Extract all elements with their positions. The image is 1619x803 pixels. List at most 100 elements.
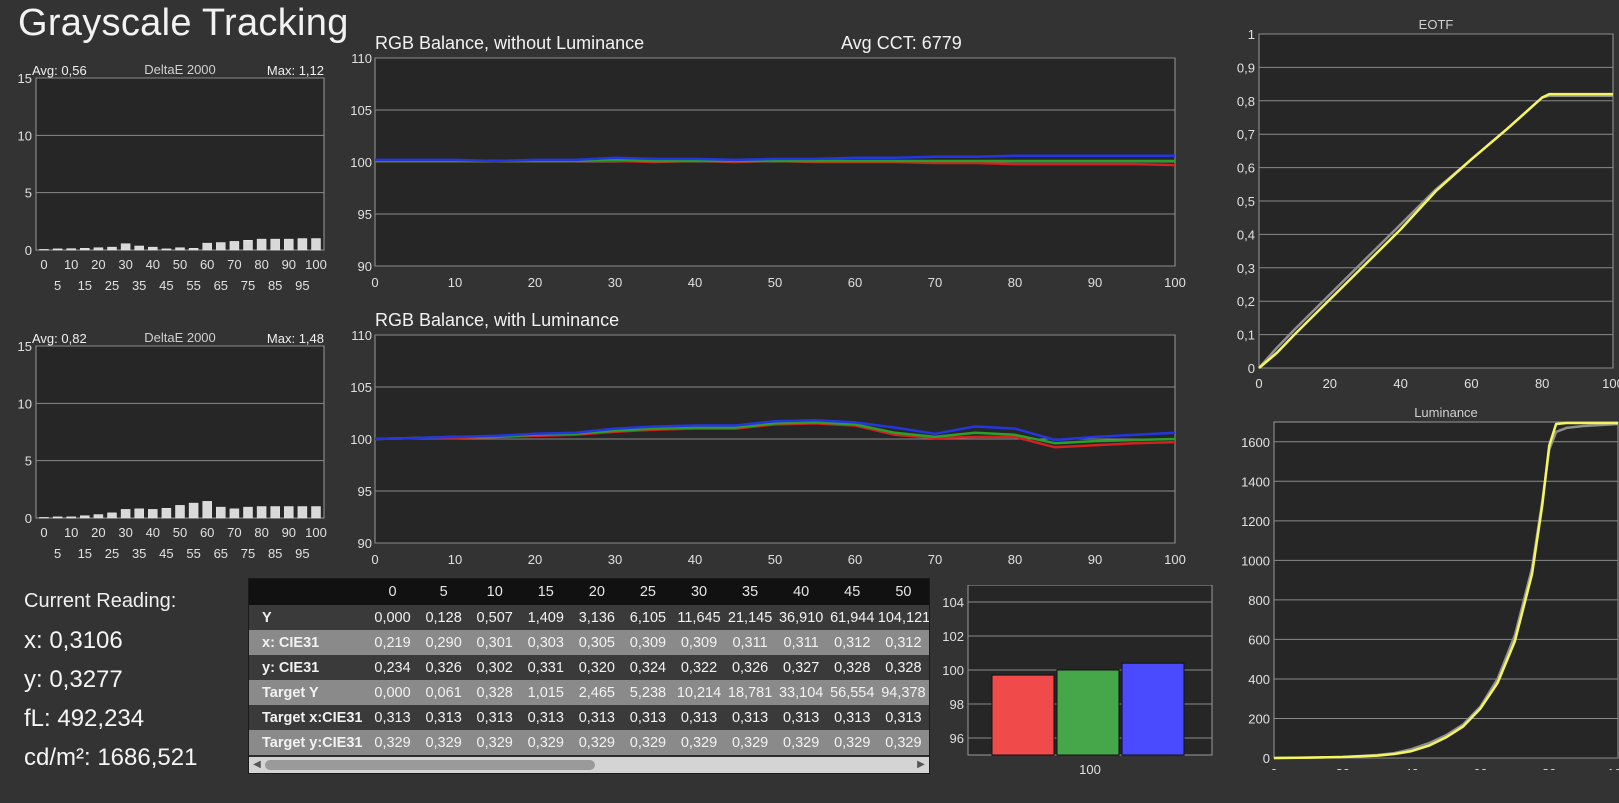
table-cell: 0,329 [724,730,776,755]
y-tick-label: 200 [1248,711,1270,726]
y-tick-label: 0 [1263,751,1270,766]
scroll-left-icon[interactable]: ◀ [253,759,261,770]
x-tick-label: 100 [1602,376,1619,391]
bar [107,246,117,251]
x-tick-label: 50 [768,275,782,290]
table-cell: 18,781 [724,680,776,705]
y-tick-label: 90 [358,536,372,551]
x-tick-label: 95 [295,546,309,561]
table-header-cell: 40 [775,579,827,605]
series-line-yellow [1258,92,1613,369]
table-cell: 0,311 [724,630,776,655]
x-tick-label: 10 [64,257,78,272]
table-header-cell: 35 [724,579,776,605]
x-tick-label: 30 [608,275,622,290]
x-tick-label: 80 [1542,766,1556,770]
bar [243,240,253,251]
table-cell: 0,313 [367,705,419,730]
y-tick-label: 100 [350,155,372,170]
reading-fl: fL: 492,234 [24,705,145,732]
y-tick-label: 100 [942,663,964,678]
table-row: x: CIE31 0,219 0,290 0,301 0,303 0,305 0,309 0,… [249,630,929,655]
y-tick-label: 1 [1248,27,1255,42]
x-tick-label: 50 [768,552,782,567]
y-tick-label: 1000 [1241,553,1270,568]
x-tick-label: 0 [40,257,47,272]
x-tick-label: 80 [1008,552,1022,567]
y-tick-label: 98 [950,697,964,712]
horizontal-scrollbar[interactable]: ◀ ▶ [249,757,929,773]
x-tick-label: 70 [227,257,241,272]
y-tick-label: 1600 [1241,435,1270,450]
x-tick-label: 70 [928,552,942,567]
table-cell: 0,329 [520,730,572,755]
y-tick-label: 0,2 [1237,294,1255,309]
y-tick-label: 96 [950,731,964,746]
y-tick-label: 800 [1248,593,1270,608]
measurement-table[interactable]: 0 5 10 15 20 25 30 35 40 45 50 Y 0,000 0,128 0,507 1,4… [248,578,930,774]
table-cell: 10,214 [673,680,725,705]
y-tick-label: 0,7 [1237,127,1255,142]
x-tick-label: 40 [1404,766,1418,770]
x-tick-label: 40 [688,552,702,567]
table-row: Y 0,000 0,128 0,507 1,409 3,136 6,105 11,645 21,… [249,605,929,630]
scroll-right-icon[interactable]: ▶ [917,759,925,770]
bar [107,512,117,519]
x-tick-label: 60 [848,552,862,567]
chart-title: DeltaE 2000 [144,330,216,345]
table-cell: 0,313 [673,705,725,730]
x-tick-label: 10 [64,525,78,540]
x-tick-label: 35 [132,546,146,561]
x-tick-label: 60 [200,257,214,272]
table-cell: 0,061 [418,680,470,705]
x-tick-label: 5 [54,278,61,293]
luminance-chart: 0 200 400 600 800 1000 1200 1400 1600 0 20 40 60 80 10… [1241,405,1619,770]
x-tick-label: 0 [371,552,378,567]
y-tick-label: 0,4 [1237,227,1255,242]
x-tick-label: 95 [295,278,309,293]
x-tick-label: 50 [173,257,187,272]
table-cell: 0,309 [622,630,674,655]
table-cell: 0,326 [724,655,776,680]
bar [256,238,267,251]
table-header-row: 0 5 10 15 20 25 30 35 40 45 50 [249,579,929,605]
table-header-cell: 50 [877,579,929,605]
reading-cd: cd/m²: 1686,521 [24,744,198,771]
chart-title: EOTF [1419,17,1454,32]
x-tick-label: 70 [227,525,241,540]
eotf-chart: 0 0,1 0,2 0,3 0,4 0,5 0,6 0,7 0,8 0,9 1 0 20 40 60 80 10… [1237,17,1619,391]
x-tick-label: 90 [282,525,296,540]
table-cell: 0,329 [418,730,470,755]
bar [80,515,90,519]
table-cell: 0,312 [877,630,929,655]
bar [52,516,63,519]
x-tick-label: 0 [40,525,47,540]
bar [39,517,49,519]
table-cell: 0,329 [622,730,674,755]
table-cell: 104,121 [877,605,929,630]
bar [93,247,104,251]
y-tick-label: 110 [351,51,372,66]
bar [120,243,131,251]
bar [80,248,90,251]
max-label: Max: 1,12 [267,63,324,78]
table-cell: 0,311 [775,630,827,655]
table-row: y: CIE31 0,234 0,326 0,302 0,331 0,320 0,324 0,… [249,655,929,680]
table-cell: 0,313 [877,705,929,730]
x-tick-label: 55 [186,278,200,293]
x-tick-label: 25 [105,546,119,561]
bar [120,509,131,519]
table-cell: 6,105 [622,605,674,630]
y-tick-label: 100 [350,432,372,447]
table-cell: 0,328 [826,655,878,680]
x-tick-label: 20 [528,275,542,290]
scroll-thumb[interactable] [265,760,595,770]
table-cell: 0,234 [367,655,419,680]
table-cell: 0,219 [367,630,419,655]
series-line-yellow [1273,421,1618,760]
x-tick-label: 75 [241,278,255,293]
table-cell: 1,409 [520,605,572,630]
bar [270,506,280,519]
x-tick-label: 5 [54,546,61,561]
